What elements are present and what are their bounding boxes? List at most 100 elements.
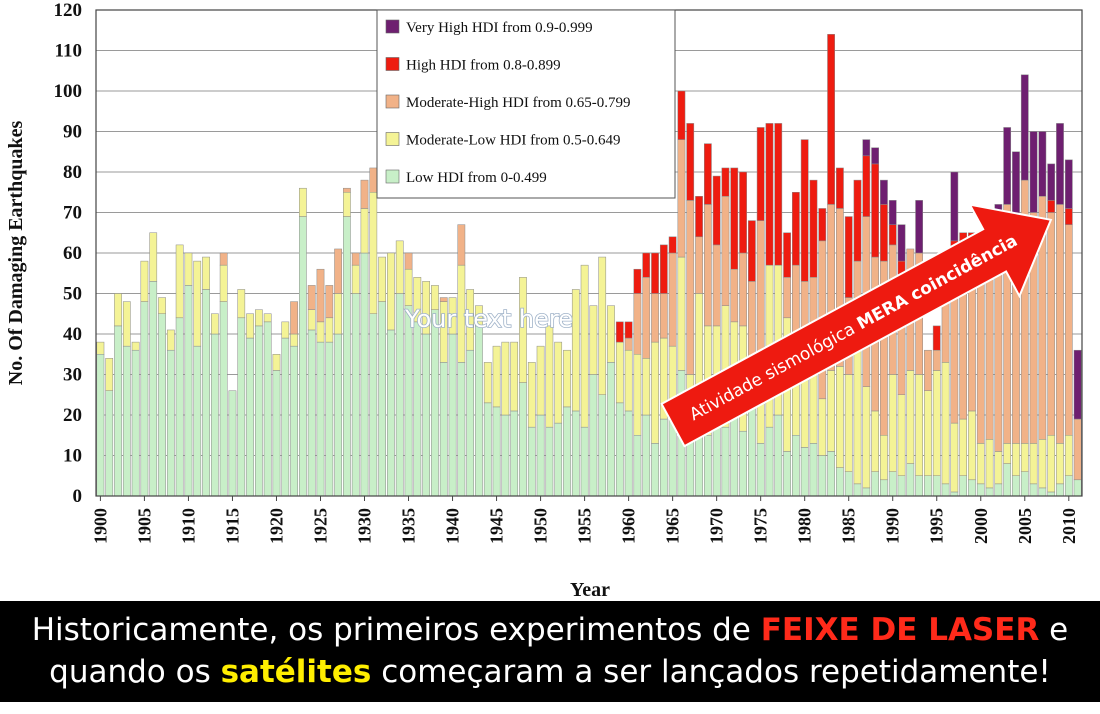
caption-line-1: Historicamente, os primeiros experimento… <box>0 609 1100 651</box>
bar-segment <box>994 483 1003 497</box>
x-tick-label: 1985 <box>839 508 859 544</box>
bar-segment <box>219 252 228 266</box>
legend-label: Very High HDI from 0.9-0.999 <box>406 20 593 36</box>
x-tick-label: 1945 <box>487 508 507 544</box>
bar-segment <box>193 260 202 347</box>
bar-segment <box>448 333 457 497</box>
bar-segment <box>915 200 923 254</box>
bar-segment <box>633 435 642 497</box>
bar-segment <box>483 402 492 497</box>
bar-segment <box>985 487 994 497</box>
bar-segment <box>334 293 342 335</box>
y-ticks: 0 10 20 30 40 50 60 70 80 90 100 110 120 <box>54 0 83 507</box>
bar-segment <box>871 471 879 497</box>
bar-segment <box>334 333 342 497</box>
bar-segment <box>1047 212 1056 436</box>
bar-segment <box>695 236 703 294</box>
bar-segment <box>959 418 968 476</box>
bar-segment <box>792 435 800 497</box>
x-tick-label: 1975 <box>751 508 771 544</box>
caption-line-1-suffix: e <box>1039 612 1069 648</box>
bar-segment <box>360 208 369 254</box>
bar-segment <box>360 179 369 209</box>
bar-segment <box>994 451 1003 485</box>
bar-segment <box>343 216 351 497</box>
bar-segment <box>1003 127 1012 205</box>
y-tick-label: 80 <box>63 162 82 183</box>
legend-box <box>376 9 676 199</box>
bar-segment <box>228 390 237 497</box>
bar-segment <box>968 479 976 497</box>
bar-segment <box>642 358 651 416</box>
bar-segment <box>114 325 122 497</box>
bar-segment <box>721 167 730 197</box>
bar-segment <box>158 297 166 314</box>
bar-segment <box>730 414 739 497</box>
bar-segment <box>290 333 298 347</box>
x-tick-label: 2005 <box>1015 508 1035 544</box>
y-tick-label: 90 <box>63 122 82 143</box>
bar-segment <box>343 192 351 217</box>
bar-segment <box>387 252 395 331</box>
bar-segment <box>140 260 149 302</box>
bar-segment <box>756 443 765 497</box>
bar-segment <box>255 309 263 327</box>
bar-segment <box>466 289 475 351</box>
bar-segment <box>316 341 325 497</box>
bar-segment <box>853 345 862 485</box>
bar-segment <box>290 301 298 335</box>
bar-segment <box>659 244 668 294</box>
x-tick-label: 1960 <box>619 508 639 544</box>
bar-segment <box>783 277 791 319</box>
bar-segment <box>836 167 844 209</box>
bar-segment <box>166 329 175 351</box>
bar-segment <box>721 426 730 497</box>
bar-segment <box>1047 491 1056 497</box>
caption-line-2: quando os satélites começaram a ser lanç… <box>0 651 1100 693</box>
bar-segment <box>880 435 888 481</box>
bar-segment <box>387 329 395 497</box>
caption-satellites-highlight: satélites <box>220 654 372 690</box>
bar-segment <box>1020 74 1029 181</box>
bar-segment <box>1064 435 1073 476</box>
bar-segment <box>589 305 598 375</box>
bar-segment <box>1047 200 1056 213</box>
bar-segment <box>739 171 747 254</box>
bar-segment <box>580 426 589 497</box>
bar-segment <box>545 426 554 497</box>
bar-segment <box>1073 479 1082 497</box>
bar-segment <box>431 285 439 310</box>
bar-segment <box>932 325 941 351</box>
bar-segment <box>483 362 492 404</box>
bar-segment <box>959 475 968 497</box>
bar-segment <box>448 297 457 335</box>
bar-segment <box>272 370 281 497</box>
bar-segment <box>527 362 536 428</box>
bar-segment <box>906 370 915 464</box>
bar-segment <box>827 451 835 497</box>
bar-segment <box>915 374 923 476</box>
bar-segment <box>351 264 360 294</box>
bar-segment <box>316 268 325 323</box>
bar-segment <box>668 252 677 347</box>
bar-segment <box>114 293 122 327</box>
bar-segment <box>571 289 580 412</box>
y-tick-label: 70 <box>63 203 82 224</box>
bar-segment <box>554 422 563 497</box>
bar-segment <box>175 317 184 497</box>
bar-segment <box>1003 443 1012 464</box>
bar-segment <box>659 293 668 339</box>
bar-segment <box>897 475 906 497</box>
bar-segment <box>1029 131 1038 213</box>
bar-segment <box>615 402 624 497</box>
bar-segment <box>563 349 571 408</box>
bar-segment <box>466 349 475 497</box>
bar-segment <box>677 256 686 371</box>
bar-segment <box>1029 483 1038 497</box>
y-axis-title: No. Of Damaging Earthquakes <box>5 121 27 386</box>
x-tick-label: 1980 <box>795 508 815 544</box>
bar-segment <box>792 192 800 266</box>
y-tick-label: 110 <box>55 41 82 62</box>
bar-segment <box>888 200 897 225</box>
bar-segment <box>836 467 844 497</box>
